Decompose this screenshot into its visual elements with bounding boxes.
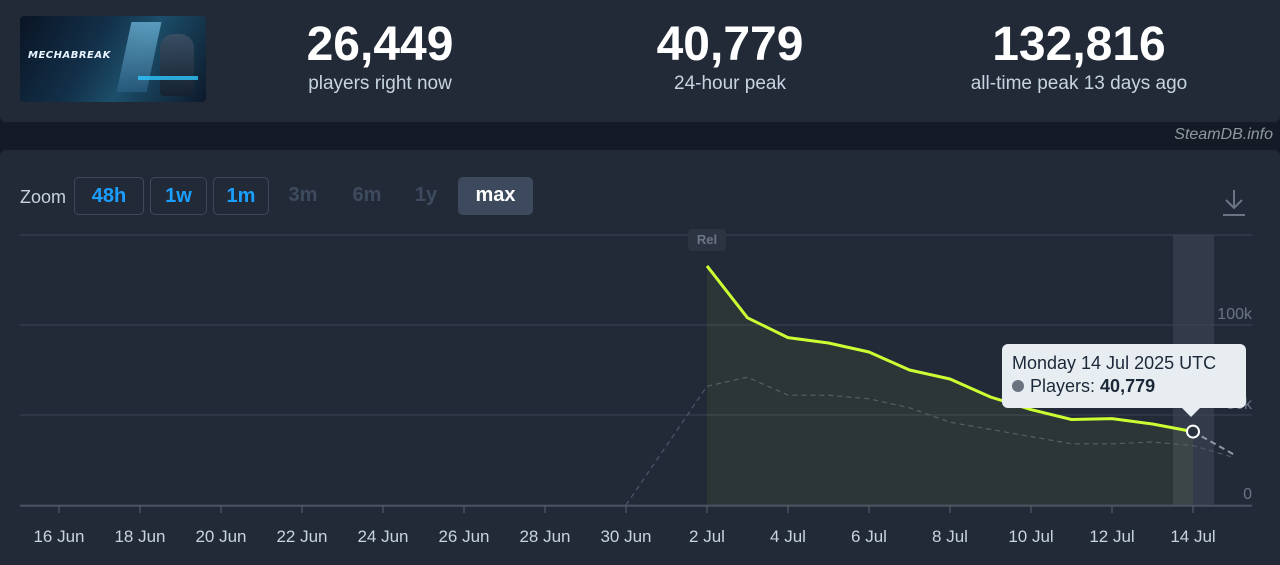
series-line-players xyxy=(705,265,1194,434)
x-tick-label: 6 Jul xyxy=(851,527,887,546)
stat-label: 24-hour peak xyxy=(674,73,786,94)
zoom-label: Zoom xyxy=(20,187,67,207)
series-line-secondary xyxy=(625,376,1234,506)
zoom-1m-button[interactable]: 1m xyxy=(213,177,269,215)
forecast-line xyxy=(1192,430,1236,457)
x-tick-label: 10 Jul xyxy=(1008,527,1053,546)
zoom-3m-button[interactable]: 3m xyxy=(288,184,318,206)
stat-label: players right now xyxy=(308,73,452,94)
x-tick-label: 14 Jul xyxy=(1170,527,1215,546)
y-tick-label: 100k xyxy=(1217,306,1253,323)
x-tick-label: 24 Jun xyxy=(357,527,408,546)
y-tick-label: 0 xyxy=(1243,486,1252,503)
x-tick-label: 12 Jul xyxy=(1089,527,1134,546)
x-tick-label: 8 Jul xyxy=(932,527,968,546)
stat-label: all-time peak 13 days ago xyxy=(970,73,1188,94)
capsule-glow xyxy=(138,76,198,80)
zoom-max-button[interactable]: max xyxy=(458,177,533,215)
capsule-pilot-figure xyxy=(160,34,194,96)
x-tick-label: 4 Jul xyxy=(770,527,806,546)
x-tick-label: 26 Jun xyxy=(438,527,489,546)
tooltip-series-name: Players: xyxy=(1030,376,1096,396)
series-dot-icon xyxy=(1012,380,1024,392)
release-flag-label: Rel xyxy=(697,232,717,247)
stats-panel: MECHABREAK 26,449 players right now 40,7… xyxy=(0,0,1280,122)
download-icon[interactable] xyxy=(1220,188,1248,218)
zoom-1y-button[interactable]: 1y xyxy=(414,184,438,206)
x-tick-label: 20 Jun xyxy=(195,527,246,546)
stat-current-players: 26,449 players right now xyxy=(230,18,530,96)
x-tick-label: 18 Jun xyxy=(114,527,165,546)
stat-value: 132,816 xyxy=(992,18,1166,71)
stat-all-time-peak: 132,816 all-time peak 13 days ago xyxy=(929,18,1229,96)
x-tick-label: 28 Jun xyxy=(519,527,570,546)
zoom-1w-button[interactable]: 1w xyxy=(150,177,207,215)
stat-24h-peak: 40,779 24-hour peak xyxy=(580,18,880,96)
stat-value: 26,449 xyxy=(306,18,454,71)
tooltip-row: Players: 40,779 xyxy=(1012,374,1236,398)
x-tick-label: 22 Jun xyxy=(276,527,327,546)
release-flag xyxy=(688,229,726,251)
hover-point xyxy=(1186,424,1200,439)
x-tick-label: 30 Jun xyxy=(600,527,651,546)
zoom-48h-button[interactable]: 48h xyxy=(74,177,144,215)
tooltip-arrow xyxy=(1182,408,1200,417)
game-logo: MECHABREAK xyxy=(28,50,111,61)
tooltip-date: Monday 14 Jul 2025 UTC xyxy=(1012,353,1217,373)
game-capsule-image[interactable]: MECHABREAK xyxy=(20,16,206,102)
series-area xyxy=(707,265,1193,505)
tooltip-value: 40,779 xyxy=(1100,376,1156,396)
stat-value: 40,779 xyxy=(656,18,804,71)
zoom-6m-button[interactable]: 6m xyxy=(352,184,382,206)
steamdb-credit[interactable]: SteamDB.info xyxy=(1174,126,1273,143)
chart-tooltip: Monday 14 Jul 2025 UTC Players: 40,779 xyxy=(1002,344,1246,417)
x-tick-label: 2 Jul xyxy=(689,527,725,546)
x-tick-label: 16 Jun xyxy=(33,527,84,546)
